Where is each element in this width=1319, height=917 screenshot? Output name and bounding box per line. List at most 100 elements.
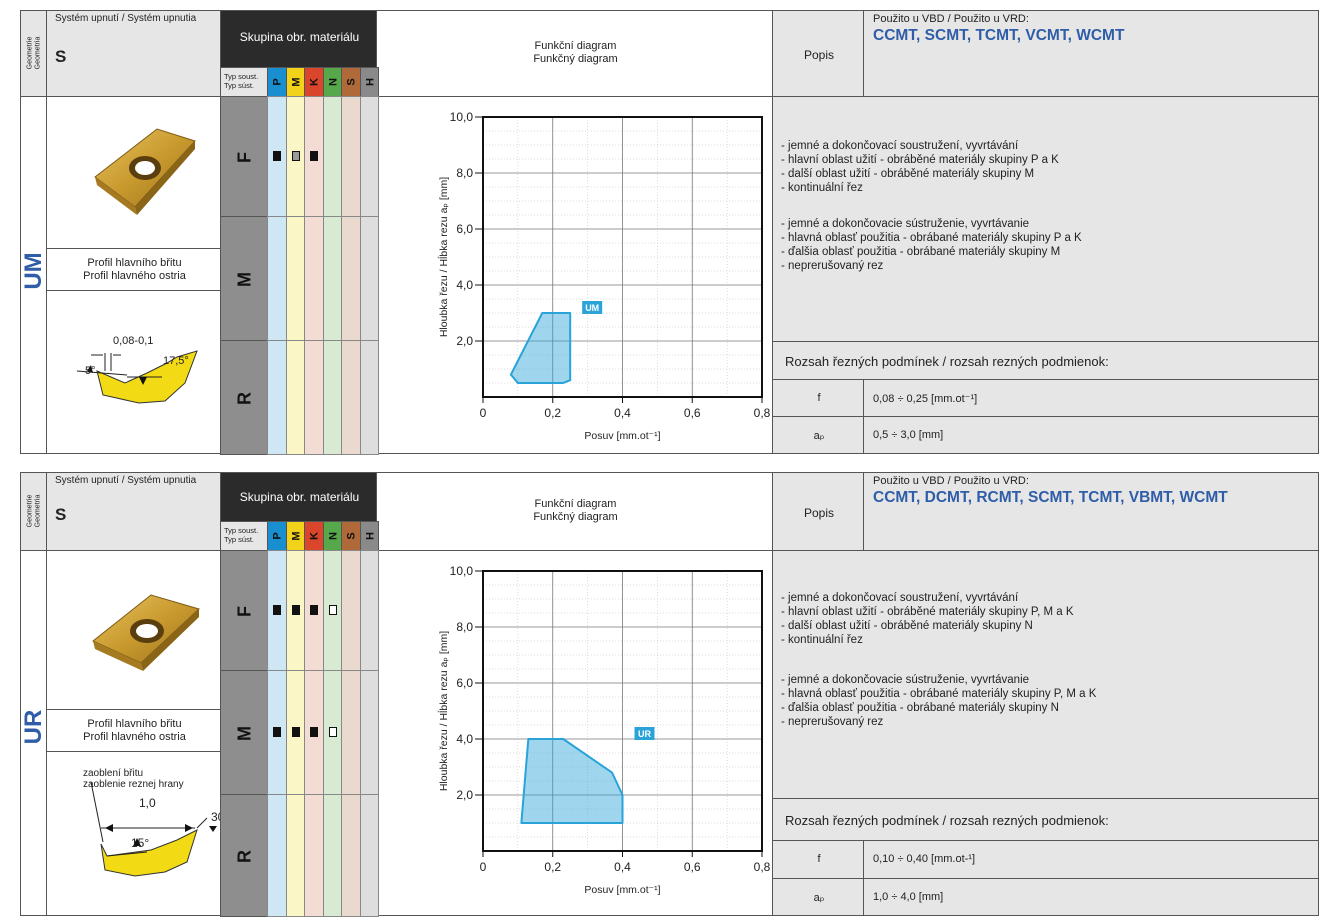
material-cell: [341, 216, 361, 341]
material-cell: [267, 340, 287, 455]
material-cell: [322, 96, 342, 217]
x-tick-label: 0,8: [754, 406, 771, 420]
turning-type-r: R: [220, 340, 268, 455]
material-cell: [322, 794, 342, 917]
material-cell: [359, 340, 379, 455]
description-line: - kontinuální řez: [781, 182, 863, 194]
depth-label-cell: aₚ: [772, 878, 864, 916]
description-line: - hlavná oblasť použitia - obrábané mate…: [781, 688, 1097, 700]
used-with-cell: Použito u VBD / Použito u VRD: CCMT, DCM…: [863, 472, 1319, 551]
insert-photo: [94, 128, 196, 215]
geometry-code-cell: UM: [20, 96, 47, 454]
material-cell: [285, 670, 305, 795]
suitability-mark-full: [310, 151, 319, 161]
description-cz: - jemné a dokončovací soustružení, vyvrt…: [781, 591, 1074, 647]
material-cell: [304, 670, 324, 795]
material-cell: [304, 96, 324, 217]
popis-label: Popis: [803, 48, 835, 62]
operating-area-um: [509, 312, 572, 384]
depth-value: 1,0 ÷ 4,0 [mm]: [873, 891, 944, 903]
suitability-mark-full: [291, 727, 300, 737]
material-cell: [267, 794, 287, 917]
type-label: Typ soust. Typ súst.: [224, 72, 259, 90]
clamp-system-label: Systém upnutí / Systém upnutia: [55, 475, 197, 486]
y-tick-label: 10,0: [450, 110, 474, 124]
description-cell: - jemné a dokončovací soustružení, vyvrt…: [772, 550, 1319, 799]
geometry-code: UR: [20, 709, 47, 745]
description-cell: - jemné a dokončovací soustružení, vyvrt…: [772, 96, 1319, 342]
material-cell: [267, 550, 287, 671]
y-tick-label: 8,0: [456, 166, 473, 180]
diagram-title: Funkční diagram Funkčný diagram: [533, 40, 618, 65]
series-label: UM: [585, 303, 599, 313]
y-tick-label: 4,0: [456, 278, 473, 292]
material-cell: [285, 216, 305, 341]
material-cell: [267, 670, 287, 795]
feed-value: 0,10 ÷ 0,40 [mm.ot-¹]: [873, 853, 976, 865]
x-tick-label: 0,2: [544, 406, 561, 420]
material-cell: [359, 96, 379, 217]
description-line: - jemné a dokončovací soustružení, vyvrt…: [781, 592, 1019, 604]
series-label: UR: [638, 729, 651, 739]
function-diagram-chart: 2,0 4,0 6,0 8,0 10,0 0 0,2 0,4 0,6 0,8 Posuv [mm.o…: [437, 110, 771, 442]
x-axis-label: Posuv [mm.ot⁻¹]: [584, 430, 660, 442]
suitability-mark-full: [273, 151, 282, 161]
feed-value: 0,08 ÷ 0,25 [mm.ot⁻¹]: [873, 393, 978, 405]
series-label-badge: [634, 727, 655, 740]
turning-type-m: M: [220, 216, 268, 341]
y-tick-label: 6,0: [456, 676, 473, 690]
insert-image-cell: [46, 96, 221, 249]
insert-image-cell: [46, 550, 221, 710]
tool-block-um: Geometrie Geometria Systém upnutí / Systé…: [20, 10, 1319, 455]
clamp-system-value: S: [55, 47, 67, 66]
feed-value-cell: 0,08 ÷ 0,25 [mm.ot⁻¹]: [863, 379, 1319, 417]
suitability-mark-half: [291, 151, 300, 161]
material-cell: [359, 550, 379, 671]
profile-width-label: 1,0: [139, 796, 156, 810]
geometry-header-cell: Geometrie Geometria: [20, 10, 47, 97]
diagram-cell: 2,0 4,0 6,0 8,0 10,0 0 0,2 0,4 0,6 0,8 Posuv [mm.o…: [376, 550, 773, 916]
description-line: - hlavná oblasť použitia - obrábané mate…: [781, 232, 1082, 244]
depth-label: aₚ: [813, 892, 825, 904]
y-axis-label: Hloubka řezu / Hĺbka rezu aₚ [mm]: [437, 177, 450, 337]
depth-label: aₚ: [813, 430, 825, 442]
material-letter-s: S: [341, 521, 361, 551]
edge-profile-drawing: [90, 781, 217, 877]
feed-value-cell: 0,10 ÷ 0,40 [mm.ot-¹]: [863, 840, 1319, 879]
diagram-cell: 2,0 4,0 6,0 8,0 10,0 0 0,2 0,4 0,6 0,8 Posuv [mm.o…: [376, 96, 773, 454]
x-tick-label: 0,4: [614, 860, 631, 874]
suitability-mark-full: [273, 605, 282, 615]
material-cell: [322, 550, 342, 671]
x-tick-label: 0,2: [544, 860, 561, 874]
material-letter-p: P: [267, 67, 287, 97]
type-label: Typ soust. Typ súst.: [224, 526, 259, 544]
geometry-header-label: Geometrie Geometria: [26, 36, 42, 70]
material-letter-k: K: [304, 521, 324, 551]
edge-profile-drawing: [76, 350, 198, 404]
material-cell: [359, 670, 379, 795]
material-cell: [285, 550, 305, 671]
depth-label-cell: aₚ: [772, 416, 864, 454]
depth-value-cell: 1,0 ÷ 4,0 [mm]: [863, 878, 1319, 916]
material-letter-k: K: [304, 67, 324, 97]
operating-area-ur: [520, 738, 624, 824]
suitability-mark-empty: [328, 605, 337, 615]
diagram-header: Funkční diagram Funkčný diagram: [376, 10, 773, 97]
material-cell: [304, 340, 324, 455]
popis-header-cell: Popis: [772, 472, 864, 551]
turning-type-f: F: [220, 96, 268, 217]
cutting-range-title: Rozsah řezných podmínek / rozsah rezných…: [785, 813, 1109, 828]
profile-angle-left: 5°: [85, 365, 96, 377]
y-tick-label: 2,0: [456, 334, 473, 348]
clamp-system-value: S: [55, 505, 67, 524]
material-cell: [341, 96, 361, 217]
cutting-range-title: Rozsah řezných podmínek / rozsah rezných…: [785, 354, 1109, 369]
description-line: - hlavní oblast užití - obráběné materiá…: [781, 606, 1074, 618]
description-line: - jemné a dokončovacie sústruženie, vyvr…: [781, 218, 1030, 230]
description-line: - ďalšia oblasť použitia - obrábané mate…: [781, 702, 1059, 714]
insert-photo: [92, 594, 200, 671]
geometry-code-cell: UR: [20, 550, 47, 916]
description-sk: - jemné a dokončovacie sústruženie, vyvr…: [781, 673, 1096, 729]
clamp-system-cell: Systém upnutí / Systém upnutia S: [46, 472, 221, 551]
material-letter-s: S: [341, 67, 361, 97]
